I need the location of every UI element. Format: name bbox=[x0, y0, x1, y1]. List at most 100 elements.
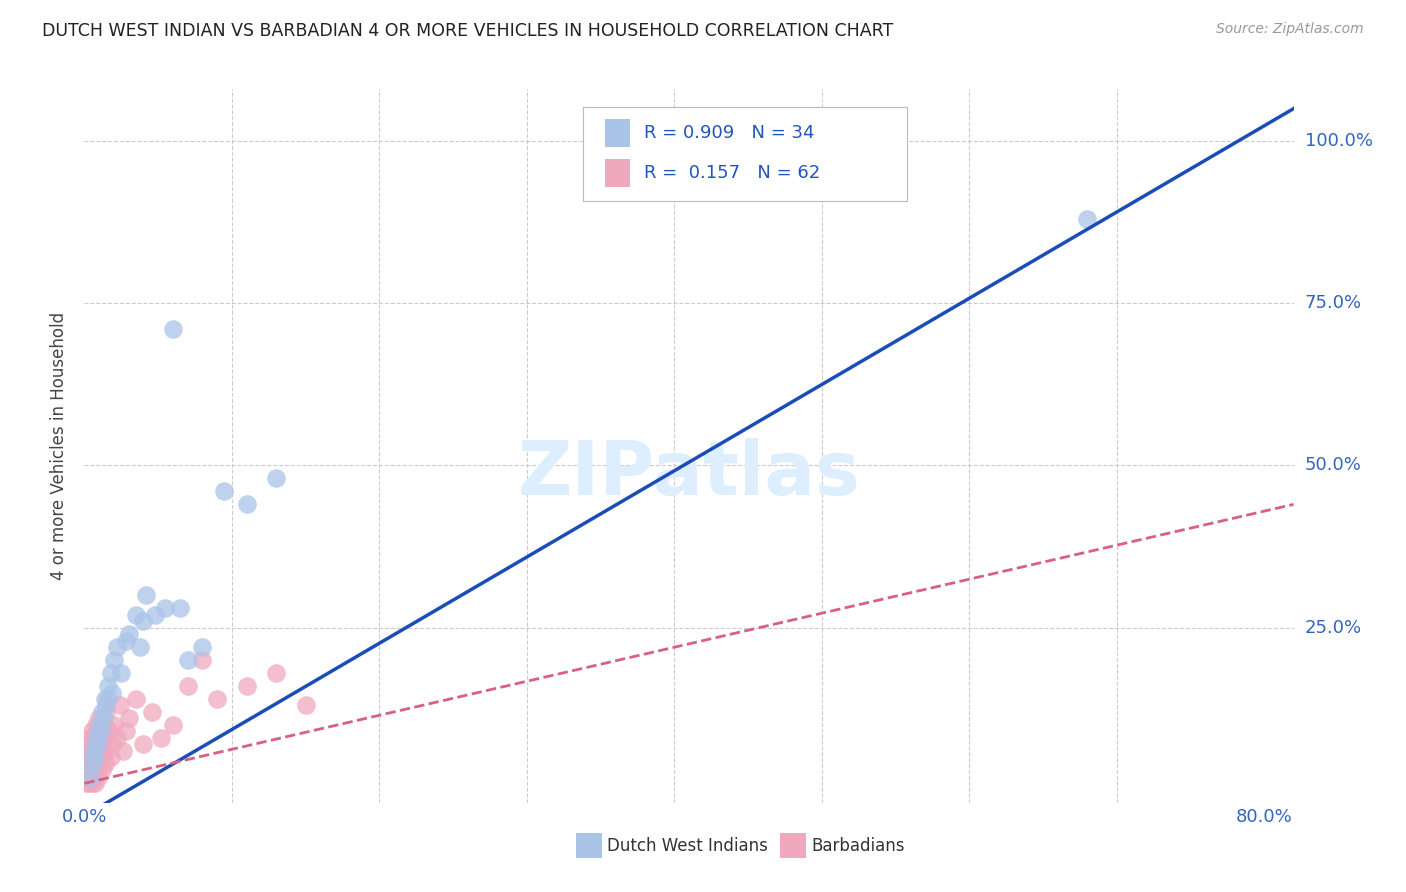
Point bbox=[87, 756, 110, 771]
Point bbox=[191, 653, 214, 667]
Point bbox=[96, 705, 118, 719]
Point bbox=[79, 770, 101, 784]
Point bbox=[191, 640, 214, 654]
Text: R =  0.157   N = 62: R = 0.157 N = 62 bbox=[644, 164, 820, 182]
Point bbox=[176, 653, 198, 667]
Point bbox=[77, 738, 100, 752]
Point bbox=[93, 750, 115, 764]
Point bbox=[76, 744, 98, 758]
Point bbox=[82, 744, 104, 758]
Point bbox=[132, 738, 155, 752]
Point bbox=[103, 653, 125, 667]
Point bbox=[264, 666, 287, 681]
Point bbox=[214, 484, 236, 499]
Point bbox=[205, 692, 228, 706]
Point bbox=[101, 738, 124, 752]
Point bbox=[76, 770, 98, 784]
Point bbox=[125, 692, 148, 706]
Point bbox=[79, 744, 101, 758]
Point bbox=[294, 698, 316, 713]
Point bbox=[100, 750, 122, 764]
Point bbox=[94, 692, 117, 706]
Point bbox=[87, 731, 110, 745]
Point bbox=[96, 744, 118, 758]
Point bbox=[143, 607, 166, 622]
Text: 75.0%: 75.0% bbox=[1305, 294, 1362, 312]
Text: 50.0%: 50.0% bbox=[1305, 457, 1361, 475]
Point bbox=[83, 750, 105, 764]
Point bbox=[79, 770, 101, 784]
Point bbox=[82, 756, 104, 771]
Point bbox=[94, 731, 117, 745]
Point bbox=[169, 601, 191, 615]
Text: Dutch West Indians: Dutch West Indians bbox=[607, 837, 768, 855]
Point bbox=[84, 744, 107, 758]
Point bbox=[97, 692, 120, 706]
Point bbox=[86, 738, 108, 752]
Point bbox=[84, 731, 107, 745]
Point bbox=[235, 679, 257, 693]
Text: ZIPatlas: ZIPatlas bbox=[517, 438, 860, 511]
Point bbox=[84, 764, 107, 778]
Point bbox=[93, 711, 115, 725]
Point bbox=[114, 724, 136, 739]
Point bbox=[132, 614, 155, 628]
Point bbox=[117, 627, 139, 641]
Point bbox=[82, 770, 104, 784]
Point bbox=[77, 776, 100, 790]
Point bbox=[86, 738, 108, 752]
Point bbox=[90, 724, 112, 739]
Text: 100.0%: 100.0% bbox=[1305, 132, 1372, 150]
Point bbox=[79, 756, 101, 771]
Point bbox=[105, 731, 128, 745]
Text: Source: ZipAtlas.com: Source: ZipAtlas.com bbox=[1216, 22, 1364, 37]
Text: Barbadians: Barbadians bbox=[811, 837, 905, 855]
Point bbox=[141, 705, 163, 719]
Point bbox=[91, 764, 114, 778]
Point bbox=[91, 705, 114, 719]
Point bbox=[90, 750, 112, 764]
Point bbox=[103, 718, 125, 732]
Point bbox=[97, 679, 120, 693]
Point bbox=[75, 776, 97, 790]
Point bbox=[77, 764, 100, 778]
Point bbox=[235, 497, 257, 511]
Point bbox=[100, 666, 122, 681]
Point bbox=[110, 666, 132, 681]
Text: DUTCH WEST INDIAN VS BARBADIAN 4 OR MORE VEHICLES IN HOUSEHOLD CORRELATION CHART: DUTCH WEST INDIAN VS BARBADIAN 4 OR MORE… bbox=[42, 22, 893, 40]
Point bbox=[176, 679, 198, 693]
Text: R = 0.909   N = 34: R = 0.909 N = 34 bbox=[644, 124, 814, 142]
Point bbox=[86, 770, 108, 784]
Point bbox=[1076, 211, 1098, 226]
Point bbox=[80, 756, 103, 771]
Point bbox=[87, 711, 110, 725]
Point bbox=[80, 764, 103, 778]
Point bbox=[162, 718, 184, 732]
Point bbox=[79, 731, 101, 745]
Point bbox=[90, 724, 112, 739]
Point bbox=[91, 738, 114, 752]
Point bbox=[162, 322, 184, 336]
Point bbox=[125, 607, 148, 622]
Point bbox=[87, 718, 110, 732]
Point bbox=[94, 756, 117, 771]
Y-axis label: 4 or more Vehicles in Household: 4 or more Vehicles in Household bbox=[51, 312, 69, 580]
Point bbox=[93, 718, 115, 732]
Point bbox=[155, 601, 177, 615]
Point bbox=[108, 698, 131, 713]
Point bbox=[80, 776, 103, 790]
Point bbox=[80, 750, 103, 764]
Point bbox=[83, 750, 105, 764]
Point bbox=[150, 731, 173, 745]
Point bbox=[135, 588, 157, 602]
Point bbox=[264, 471, 287, 485]
Text: 25.0%: 25.0% bbox=[1305, 619, 1362, 637]
Point bbox=[83, 731, 105, 745]
Point bbox=[117, 711, 139, 725]
Point bbox=[96, 698, 118, 713]
Point bbox=[83, 776, 105, 790]
Point bbox=[105, 640, 128, 654]
Point bbox=[82, 738, 104, 752]
Point bbox=[101, 685, 124, 699]
Point bbox=[76, 756, 98, 771]
